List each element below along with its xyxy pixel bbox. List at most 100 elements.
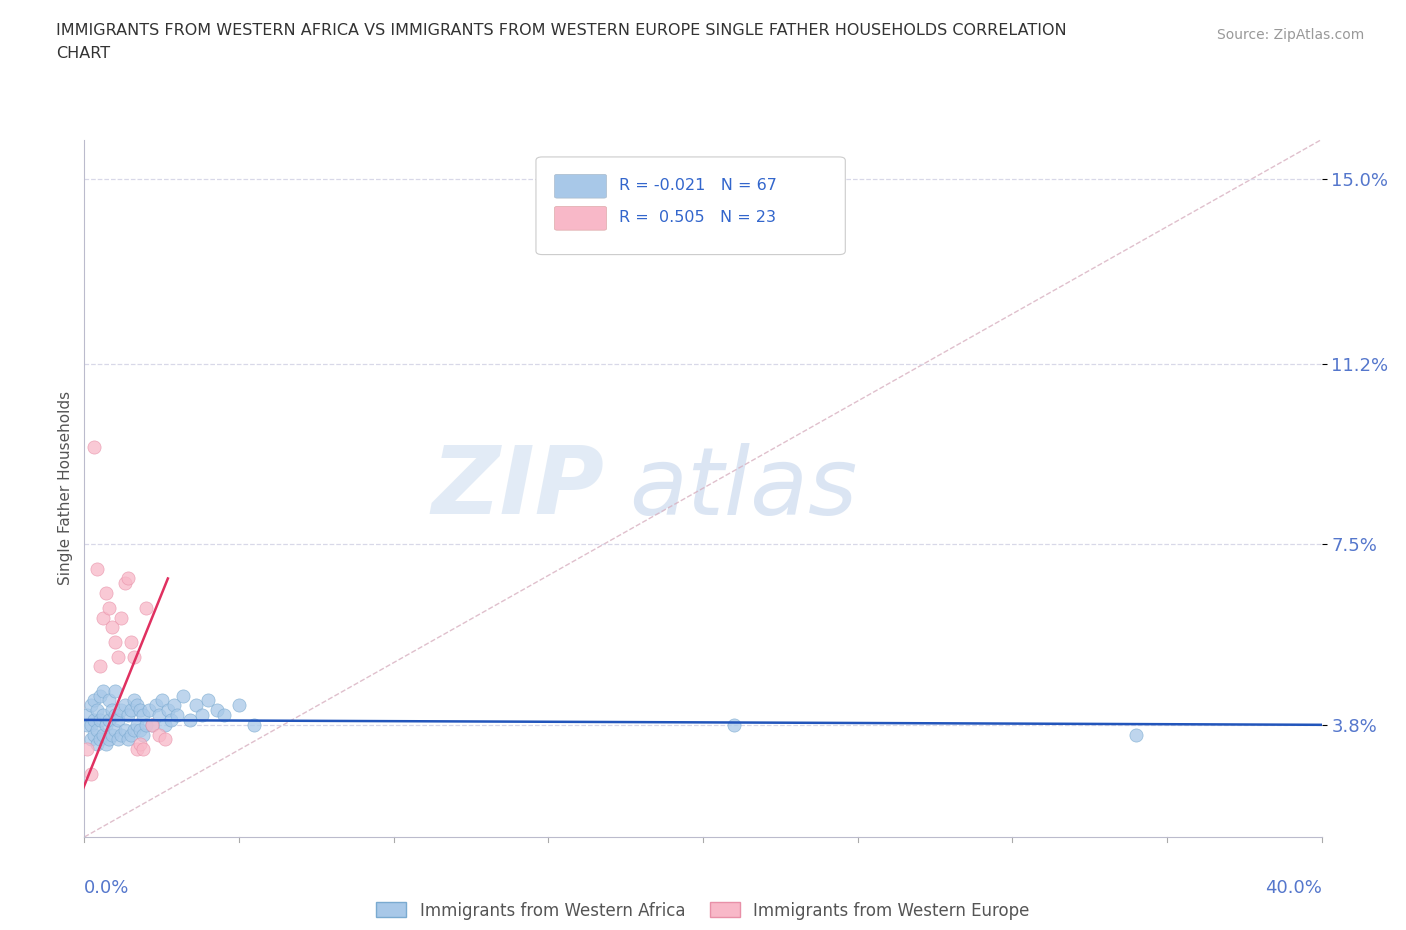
Point: [138, 703, 160, 718]
Point: [120, 727, 142, 742]
Point: [110, 727, 132, 742]
Point: [94, 717, 117, 732]
Point: [114, 576, 136, 591]
Point: [89, 732, 111, 747]
Point: [104, 684, 127, 698]
Point: [150, 693, 173, 708]
Point: [76, 708, 98, 723]
FancyBboxPatch shape: [554, 175, 606, 198]
FancyBboxPatch shape: [554, 206, 606, 231]
Legend: Immigrants from Western Africa, Immigrants from Western Europe: Immigrants from Western Africa, Immigran…: [370, 895, 1036, 926]
Point: [132, 742, 155, 757]
Point: [91, 727, 114, 742]
Point: [122, 723, 145, 737]
Point: [191, 708, 214, 723]
Point: [166, 708, 188, 723]
Point: [104, 634, 127, 649]
Point: [243, 717, 266, 732]
Point: [110, 610, 132, 625]
Point: [125, 698, 148, 712]
Point: [104, 708, 127, 723]
Text: Source: ZipAtlas.com: Source: ZipAtlas.com: [1216, 28, 1364, 42]
Point: [179, 712, 201, 727]
Point: [117, 571, 139, 586]
Point: [98, 732, 121, 747]
Point: [83, 439, 105, 454]
Point: [145, 698, 167, 712]
Point: [86, 723, 108, 737]
Point: [110, 703, 132, 718]
Point: [114, 698, 136, 712]
Point: [132, 708, 155, 723]
Point: [79, 717, 101, 732]
Point: [122, 693, 145, 708]
Point: [120, 634, 142, 649]
Point: [91, 610, 114, 625]
Point: [172, 688, 194, 703]
Text: R =  0.505   N = 23: R = 0.505 N = 23: [619, 210, 776, 225]
Point: [207, 703, 229, 718]
Point: [76, 717, 98, 732]
Point: [104, 723, 127, 737]
Text: 40.0%: 40.0%: [1265, 879, 1322, 897]
Point: [197, 693, 219, 708]
FancyBboxPatch shape: [536, 157, 845, 255]
Point: [148, 708, 170, 723]
Point: [91, 684, 114, 698]
Point: [723, 717, 745, 732]
Point: [89, 712, 111, 727]
Point: [156, 703, 179, 718]
Point: [132, 727, 155, 742]
Text: atlas: atlas: [628, 443, 858, 534]
Point: [117, 732, 139, 747]
Point: [91, 708, 114, 723]
Point: [184, 698, 207, 712]
Point: [101, 619, 124, 634]
Text: IMMIGRANTS FROM WESTERN AFRICA VS IMMIGRANTS FROM WESTERN EUROPE SINGLE FATHER H: IMMIGRANTS FROM WESTERN AFRICA VS IMMIGR…: [56, 23, 1067, 38]
Point: [135, 717, 157, 732]
Point: [153, 732, 176, 747]
Point: [148, 727, 170, 742]
Point: [129, 703, 152, 718]
Point: [212, 708, 235, 723]
Point: [1125, 727, 1147, 742]
Point: [83, 712, 105, 727]
Y-axis label: Single Father Households: Single Father Households: [58, 392, 73, 585]
Point: [107, 712, 129, 727]
Point: [101, 703, 124, 718]
Point: [114, 723, 136, 737]
Point: [120, 703, 142, 718]
Point: [98, 693, 121, 708]
Point: [107, 732, 129, 747]
Point: [107, 649, 129, 664]
Point: [135, 600, 157, 615]
Point: [98, 600, 121, 615]
Point: [83, 693, 105, 708]
Point: [94, 737, 117, 751]
Point: [125, 717, 148, 732]
Point: [98, 712, 121, 727]
Point: [129, 737, 152, 751]
Point: [86, 737, 108, 751]
Point: [94, 586, 117, 601]
Point: [79, 732, 101, 747]
Point: [101, 727, 124, 742]
Point: [89, 658, 111, 673]
Point: [228, 698, 250, 712]
Point: [79, 766, 101, 781]
Point: [86, 562, 108, 577]
Point: [125, 742, 148, 757]
Text: R = -0.021   N = 67: R = -0.021 N = 67: [619, 178, 776, 193]
Text: 0.0%: 0.0%: [84, 879, 129, 897]
Point: [117, 708, 139, 723]
Point: [76, 742, 98, 757]
Point: [86, 703, 108, 718]
Point: [163, 698, 186, 712]
Point: [83, 727, 105, 742]
Point: [129, 723, 152, 737]
Point: [79, 698, 101, 712]
Text: CHART: CHART: [56, 46, 110, 61]
Point: [141, 717, 163, 732]
Point: [153, 717, 176, 732]
Text: ZIP: ZIP: [432, 443, 605, 534]
